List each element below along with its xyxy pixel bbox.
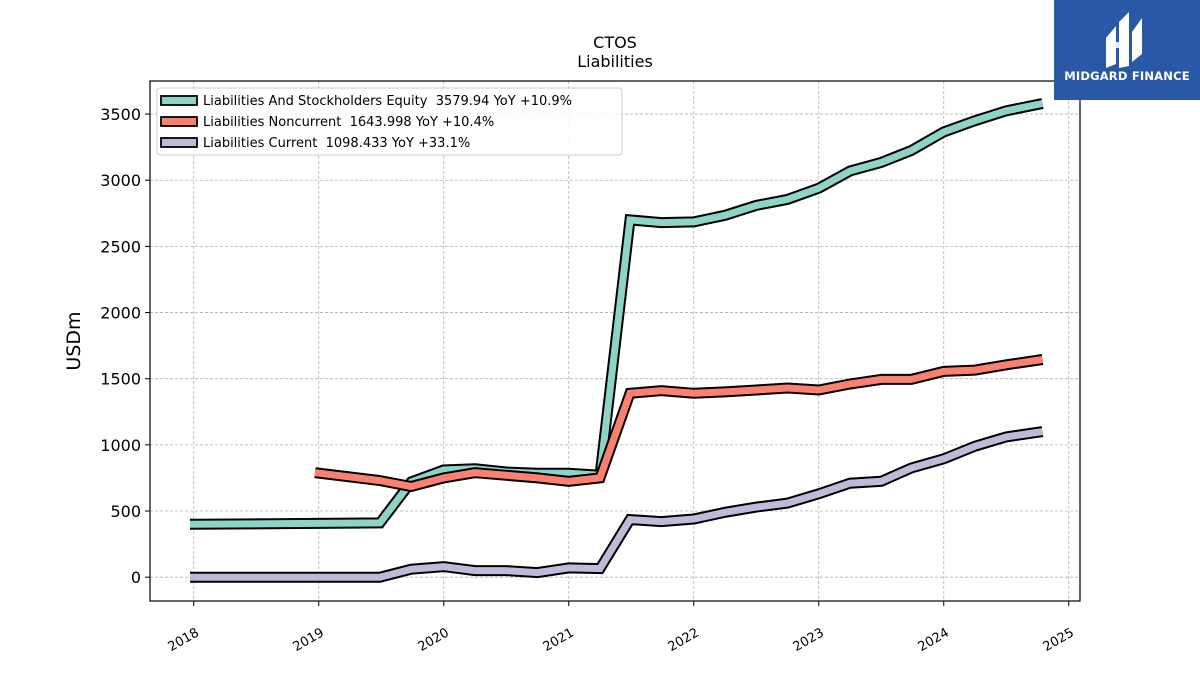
legend: Liabilities And Stockholders Equity 3579… bbox=[156, 87, 623, 156]
series-line-outline bbox=[190, 426, 1044, 583]
chart-subtitle: Liabilities bbox=[577, 52, 653, 71]
y-tick-label: 0 bbox=[131, 568, 141, 587]
x-tick-label: 2023 bbox=[791, 625, 827, 655]
x-tick-label: 2024 bbox=[916, 625, 952, 655]
y-axis-ticks: 0 500 1000 1500 2000 2500 3000 3500 bbox=[100, 105, 150, 587]
x-axis-ticks: 2018 2019 2020 2021 2022 2023 2024 2025 bbox=[166, 601, 1077, 655]
legend-entry-label: Liabilities And Stockholders Equity 3579… bbox=[203, 94, 572, 109]
x-tick-label: 2021 bbox=[541, 625, 577, 655]
logo-text: MIDGARD FINANCE bbox=[1064, 69, 1190, 83]
legend-swatch bbox=[160, 95, 198, 106]
series-line bbox=[190, 428, 1044, 581]
legend-box bbox=[156, 87, 623, 156]
logo-mark-icon bbox=[1106, 12, 1142, 68]
series-1 bbox=[314, 354, 1044, 493]
y-axis-label: USDm bbox=[63, 311, 85, 370]
y-tick-label: 2500 bbox=[100, 237, 141, 256]
brand-logo: MIDGARD FINANCE bbox=[1054, 0, 1200, 100]
series-2 bbox=[190, 426, 1044, 583]
legend-entry-label: Liabilities Current 1098.433 YoY +33.1% bbox=[203, 136, 470, 151]
y-tick-label: 3000 bbox=[100, 171, 141, 190]
x-tick-label: 2018 bbox=[166, 625, 202, 655]
legend-swatch bbox=[160, 137, 198, 148]
x-tick-label: 2019 bbox=[291, 625, 327, 655]
y-tick-label: 3500 bbox=[100, 105, 141, 124]
series-0 bbox=[189, 98, 1044, 530]
legend-entry-label: Liabilities Noncurrent 1643.998 YoY +10.… bbox=[203, 115, 494, 130]
y-tick-label: 2000 bbox=[100, 304, 141, 323]
y-tick-label: 500 bbox=[110, 502, 141, 521]
series-line bbox=[314, 356, 1044, 491]
x-tick-label: 2022 bbox=[666, 625, 702, 655]
chart-title: CTOS bbox=[593, 33, 637, 52]
series-line bbox=[189, 100, 1044, 528]
chart-series-layer bbox=[189, 98, 1044, 583]
legend-swatch bbox=[160, 116, 198, 127]
plot-frame bbox=[149, 80, 1081, 602]
x-tick-label: 2020 bbox=[416, 625, 452, 655]
x-tick-label: 2025 bbox=[1041, 625, 1077, 655]
y-tick-label: 1500 bbox=[100, 370, 141, 389]
y-tick-label: 1000 bbox=[100, 436, 141, 455]
